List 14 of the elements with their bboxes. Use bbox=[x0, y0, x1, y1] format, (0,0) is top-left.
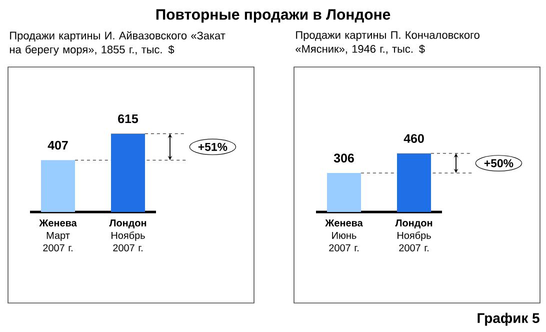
data-label: 306 bbox=[334, 154, 354, 163]
chart-subtitle: Продажи картины П. Кончаловского «Мясник», 1946 г., тыс. $ bbox=[296, 31, 480, 54]
data-label: 615 bbox=[118, 114, 138, 124]
x-tick-label: Женева Июнь 2007 г. bbox=[325, 220, 363, 252]
data-label: 460 bbox=[404, 134, 424, 143]
x-tick-label: Лондон Ноябрь 2007 г. bbox=[109, 220, 146, 252]
x-tick-label: Лондон Ноябрь 2007 г. bbox=[395, 220, 432, 252]
chart-subtitle: Продажи картины И. Айвазовского «Закат на берегу моря», 1855 г., тыс. $ bbox=[10, 31, 226, 56]
text: +51% bbox=[198, 142, 228, 151]
text: Повторные продажи в Лондоне bbox=[156, 9, 390, 23]
text: График 5 bbox=[478, 312, 540, 326]
text: +50% bbox=[484, 159, 514, 168]
data-label: 407 bbox=[48, 140, 68, 150]
x-tick-label: Женева Март 2007 г. bbox=[39, 220, 77, 252]
